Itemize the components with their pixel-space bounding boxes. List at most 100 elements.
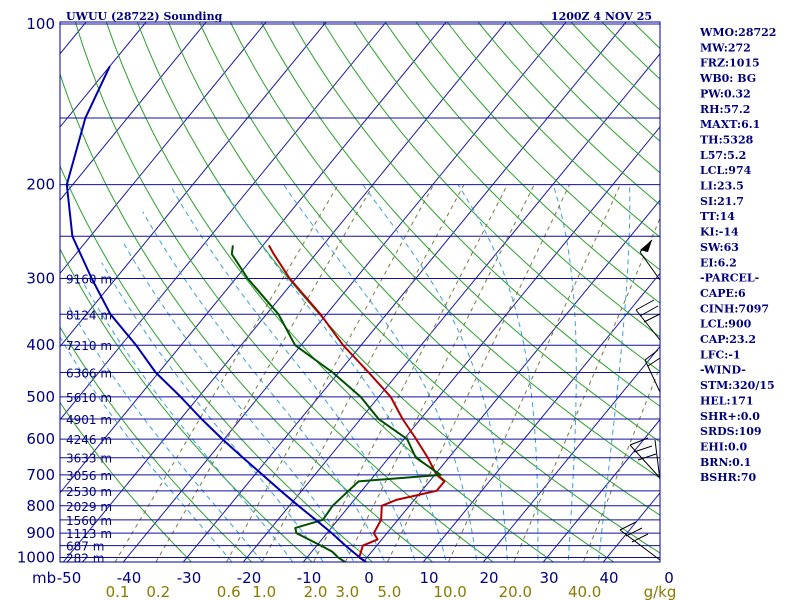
dry-adiabat-line xyxy=(60,164,374,562)
mixing-ratio-line xyxy=(447,184,621,562)
stat-line: BSHR:70 xyxy=(700,471,756,484)
temperature-tick-label: -30 xyxy=(177,569,202,587)
temperature-tick-label: 10 xyxy=(419,569,438,587)
mb-unit-label: mb xyxy=(32,569,56,587)
height-label: 4246 m xyxy=(66,433,112,447)
stat-line: SI:21.7 xyxy=(700,195,744,208)
temperature-tick-label: -20 xyxy=(237,569,262,587)
stat-line: FRZ:1015 xyxy=(700,57,760,70)
temperature-tick-label: 0 xyxy=(664,569,674,587)
mixing-ratio-line xyxy=(155,184,374,562)
stat-line: BRN:0.1 xyxy=(700,456,751,469)
mixing-unit-label: g/kg xyxy=(644,583,677,600)
stat-line: EI:6.2 xyxy=(700,256,737,269)
isotherm-line xyxy=(182,22,627,562)
pressure-tick-label: 100 xyxy=(26,15,55,33)
height-label: 687 m xyxy=(66,540,104,554)
isotherm-line xyxy=(302,126,660,562)
temperature-tick-label: -50 xyxy=(57,569,82,587)
moist-adiabat-line xyxy=(82,282,294,562)
mixing-ratio-label: 40.0 xyxy=(568,583,601,600)
mixing-ratio-label: 0.2 xyxy=(146,583,170,600)
stat-line: WMO:28722 xyxy=(699,26,776,39)
isotherm-line xyxy=(242,53,660,562)
stat-line: LCL:900 xyxy=(700,318,752,331)
isotherm-line xyxy=(602,492,660,562)
parcel-line xyxy=(65,65,367,562)
moist-adiabat-line xyxy=(283,184,478,562)
stat-line: -PARCEL- xyxy=(700,272,759,285)
stat-line: LFC:-1 xyxy=(700,348,741,361)
stat-line: HEL:171 xyxy=(700,394,754,407)
isotherm-line xyxy=(60,22,147,128)
mixing-ratio-line xyxy=(225,184,435,562)
dewpoint-line xyxy=(230,245,442,562)
stat-line: L57:5.2 xyxy=(700,149,746,162)
moist-adiabat-line xyxy=(142,211,386,562)
temperature-tick-label: 20 xyxy=(479,569,498,587)
wind-barb xyxy=(619,521,661,561)
mixing-ratio-label: 20.0 xyxy=(499,583,532,600)
height-label: 3056 m xyxy=(66,469,112,483)
pressure-tick-label: 800 xyxy=(26,497,55,515)
moist-adiabat-line xyxy=(121,240,355,562)
stat-line: -WIND- xyxy=(700,364,746,377)
dry-adiabat-line xyxy=(60,326,253,562)
height-label: 8124 m xyxy=(66,308,112,322)
pressure-tick-label: 900 xyxy=(26,524,55,542)
stat-line: MAXT:6.1 xyxy=(700,118,760,131)
isotherm-line xyxy=(0,0,1,600)
stat-line: RH:57.2 xyxy=(700,103,750,116)
isotherm-line xyxy=(542,418,660,562)
stat-line: CINH:7097 xyxy=(700,302,769,315)
dry-adiabat-line xyxy=(74,22,494,562)
mixing-ratio-label: 0.6 xyxy=(217,583,241,600)
stat-line: EHI:0.0 xyxy=(700,440,747,453)
pressure-tick-label: 400 xyxy=(26,336,55,354)
wind-barb xyxy=(635,299,661,341)
mixing-ratio-label: 1.0 xyxy=(252,583,276,600)
stat-line: MW:272 xyxy=(700,41,751,54)
pressure-tick-label: 1000 xyxy=(17,549,55,567)
temperature-tick-label: -40 xyxy=(117,569,142,587)
dry-adiabat-line xyxy=(60,401,193,562)
stat-line: SRDS:109 xyxy=(700,425,762,438)
moist-adiabat-line xyxy=(457,184,539,562)
mixing-ratio-line xyxy=(261,184,465,562)
isotherm-line xyxy=(60,22,327,348)
moist-adiabat-line xyxy=(220,184,447,562)
height-label: 2530 m xyxy=(66,485,112,499)
data-series xyxy=(65,65,446,562)
pressure-tick-label: 500 xyxy=(26,388,55,406)
stat-line: WB0: BG xyxy=(699,72,756,85)
temperature-tick-label: -10 xyxy=(297,569,322,587)
moist-adiabat-line xyxy=(597,184,631,562)
height-label: 7210 m xyxy=(66,339,112,353)
height-label: 1113 m xyxy=(66,527,112,541)
mixing-ratio-line xyxy=(114,184,339,562)
stats-panel: WMO:28722 MW:272 FRZ:1015 WB0: BG PW:0.32 RH:… xyxy=(699,26,776,484)
chart-title: UWUU (28722) Sounding xyxy=(66,10,223,23)
wind-barb xyxy=(654,439,661,481)
wind-barb-flag xyxy=(640,240,652,252)
moist-adiabat-line xyxy=(362,184,508,562)
temperature-tick-label: 40 xyxy=(599,569,618,587)
mixing-ratio-label: 3.0 xyxy=(335,583,359,600)
stat-line: LCL:974 xyxy=(700,164,752,177)
pressure-tick-label: 600 xyxy=(26,430,55,448)
mixing-ratio-line xyxy=(386,184,570,562)
isotherm-line xyxy=(62,22,507,562)
plot-frame xyxy=(59,21,661,563)
wind-barb xyxy=(629,437,661,479)
height-label: 4901 m xyxy=(66,413,112,427)
moist-adiabat-line xyxy=(552,184,577,562)
stat-line: SHR+:0.0 xyxy=(700,410,760,423)
temperature-tick-label: 0 xyxy=(364,569,374,587)
mixing-ratio-label: 2.0 xyxy=(304,583,328,600)
isotherm-line xyxy=(482,345,660,562)
mixing-ratio-label: 10.0 xyxy=(433,583,466,600)
height-label: 282 m xyxy=(66,552,104,566)
wind-barb xyxy=(644,349,661,393)
